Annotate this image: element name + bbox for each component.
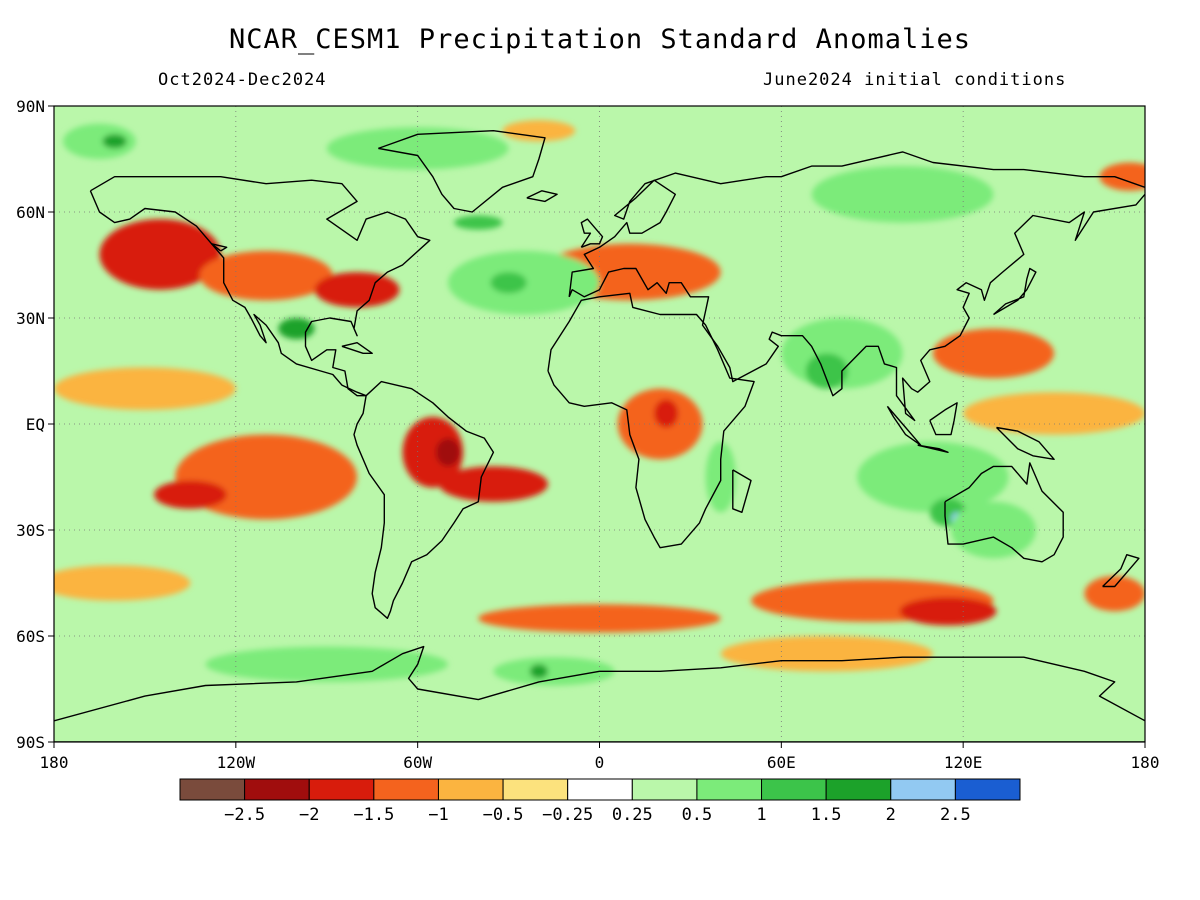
chart-title: NCAR_CESM1 Precipitation Standard Anomal… (229, 24, 971, 55)
anomaly-region (63, 123, 136, 159)
colorbar-swatch (502, 778, 569, 801)
anomaly-region (235, 173, 358, 216)
colorbar-swatch (179, 778, 246, 801)
colorbar-label: −2.5 (224, 805, 265, 825)
anomaly-region (951, 501, 1036, 559)
anomaly-region (99, 219, 221, 290)
anomaly-region (654, 399, 679, 428)
colorbar-swatch (244, 778, 310, 801)
coastline (210, 243, 228, 252)
anomaly-region (899, 597, 997, 626)
anomaly-region (932, 328, 1055, 379)
anomaly-region (54, 565, 191, 601)
colorbar-label: −1 (428, 805, 448, 825)
anomaly-region (478, 604, 721, 633)
anomaly-region (435, 438, 461, 467)
coastline (944, 462, 1064, 563)
anomaly-region (278, 318, 315, 340)
forecast-period: Oct2024-Dec2024 (158, 70, 327, 90)
colorbar-swatch (567, 778, 633, 801)
coastline (732, 469, 752, 513)
anomaly-region (490, 272, 527, 294)
lon-tick-label: 120W (217, 753, 256, 772)
lon-tick-label: 60W (403, 753, 432, 772)
colorbar-swatch (825, 778, 892, 801)
colorbar-swatch (954, 778, 1021, 801)
coastline (378, 130, 546, 213)
colorbar-label: 0.5 (682, 805, 713, 825)
coastline (993, 267, 1037, 316)
coastline (54, 645, 1145, 722)
lat-tick-label: 30S (16, 521, 45, 540)
anomaly-region (502, 120, 576, 142)
anomaly-region (811, 166, 994, 223)
coastline (929, 402, 958, 436)
anomaly-region (199, 250, 333, 301)
lat-tick-label: 30N (16, 309, 45, 328)
anomaly-region (54, 367, 236, 410)
anomaly-region (857, 441, 1009, 513)
anomaly-region (1084, 575, 1145, 612)
lon-tick-label: 60E (767, 753, 796, 772)
colorbar-swatch (373, 778, 439, 801)
anomaly-region (205, 646, 448, 682)
colorbar-swatch (761, 778, 827, 801)
anomaly-region (454, 215, 503, 230)
coastline (568, 193, 1145, 422)
lat-tick-label: 90S (16, 733, 45, 752)
colorbar-label: −0.25 (542, 805, 593, 825)
anomaly-region (314, 272, 400, 308)
anomaly-region (402, 416, 464, 488)
anomaly-region (963, 392, 1145, 435)
colorbar-label: 2 (886, 805, 896, 825)
anomaly-region (529, 664, 548, 679)
colorbar-label: −0.5 (483, 805, 524, 825)
colorbar-label: 1.5 (811, 805, 842, 825)
coastline (568, 151, 1145, 297)
anomaly-region (326, 127, 509, 170)
coastline (89, 176, 431, 397)
coastline (353, 380, 495, 619)
anomaly-region (805, 353, 849, 389)
colorbar-swatch (696, 778, 763, 801)
colorbar-label: −1.5 (353, 805, 394, 825)
initial-conditions: June2024 initial conditions (763, 70, 1067, 90)
coastline (1102, 554, 1140, 588)
colorbar-swatch (631, 778, 698, 801)
lon-tick-label: 180 (40, 753, 69, 772)
anomaly-region (720, 636, 933, 672)
lat-tick-label: 90N (16, 97, 45, 116)
anomaly-region (154, 480, 227, 509)
lon-tick-label: 120E (944, 753, 983, 772)
colorbar-swatch (308, 778, 375, 801)
coastline (341, 342, 373, 354)
colorbar-label: −2 (299, 805, 319, 825)
lon-tick-label: 180 (1131, 753, 1160, 772)
coastline (580, 218, 604, 248)
anomaly-region (438, 466, 548, 502)
coastline (917, 444, 949, 453)
coastline (547, 292, 755, 549)
anomaly-region (493, 657, 615, 686)
lat-tick-label: 60S (16, 627, 45, 646)
lon-tick-label: 0 (595, 753, 605, 772)
anomaly-region (102, 134, 127, 149)
coastline (996, 426, 1055, 460)
coastline (526, 190, 558, 203)
colorbar-swatch (437, 778, 504, 801)
lat-tick-label: 60N (16, 203, 45, 222)
lat-tick-label: EQ (26, 415, 45, 434)
colorbar-swatch (890, 778, 956, 801)
colorbar-label: 2.5 (940, 805, 971, 825)
colorbar-label: 1 (756, 805, 766, 825)
colorbar-label: 0.25 (612, 805, 653, 825)
